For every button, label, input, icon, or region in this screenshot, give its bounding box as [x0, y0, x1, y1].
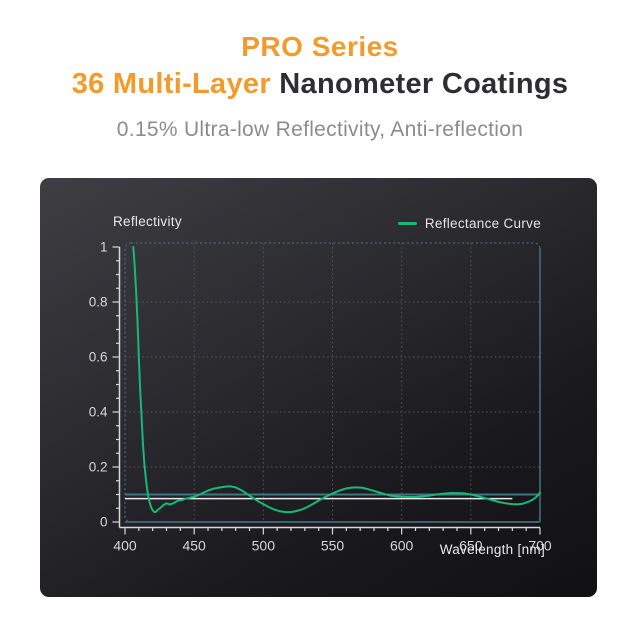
header: PRO Series 36 Multi-Layer Nanometer Coat… [0, 30, 640, 142]
legend: Reflectance Curve [397, 216, 541, 231]
x-tick-label: 700 [528, 538, 552, 554]
x-tick-label: 500 [252, 538, 276, 554]
pro-series-title: PRO Series [241, 31, 399, 62]
legend-line-swatch [397, 222, 417, 225]
plot-frame [124, 242, 541, 523]
y-tick-label: 1 [100, 240, 108, 255]
title-rest: Nanometer Coatings [279, 68, 569, 100]
title-highlight: 36 Multi-Layer [71, 68, 280, 100]
reflectance-chart: 0 0.2 0.4 0.6 0.8 1 400 450 500 550 600 650 700 [89, 240, 552, 554]
y-tick-label: 0.4 [89, 405, 108, 420]
subtitle: 0.15% Ultra-low Reflectivity, Anti-refle… [116, 118, 524, 141]
main-title: 36 Multi-Layer Nanometer Coatings [0, 66, 640, 102]
x-tick-label: 600 [390, 538, 414, 554]
y-tick-label: 0.2 [89, 460, 108, 475]
y-tick-label: 0 [100, 515, 108, 530]
legend-label: Reflectance Curve [424, 216, 541, 231]
x-tick-label: 400 [113, 538, 137, 554]
reflectance-curve-line [132, 246, 541, 514]
x-axis-title: Wavelength [nm] [439, 542, 545, 557]
chart-title: Reflectivity [113, 214, 182, 229]
x-tick-label: 450 [182, 538, 206, 554]
chart-panel: 0 0.2 0.4 0.6 0.8 1 400 450 500 550 600 650 700 Refl… [40, 178, 597, 597]
y-tick-label: 0.6 [89, 350, 108, 365]
y-tick-label: 0.8 [89, 295, 108, 310]
x-tick-label: 550 [321, 538, 345, 554]
x-tick-label: 650 [459, 538, 483, 554]
